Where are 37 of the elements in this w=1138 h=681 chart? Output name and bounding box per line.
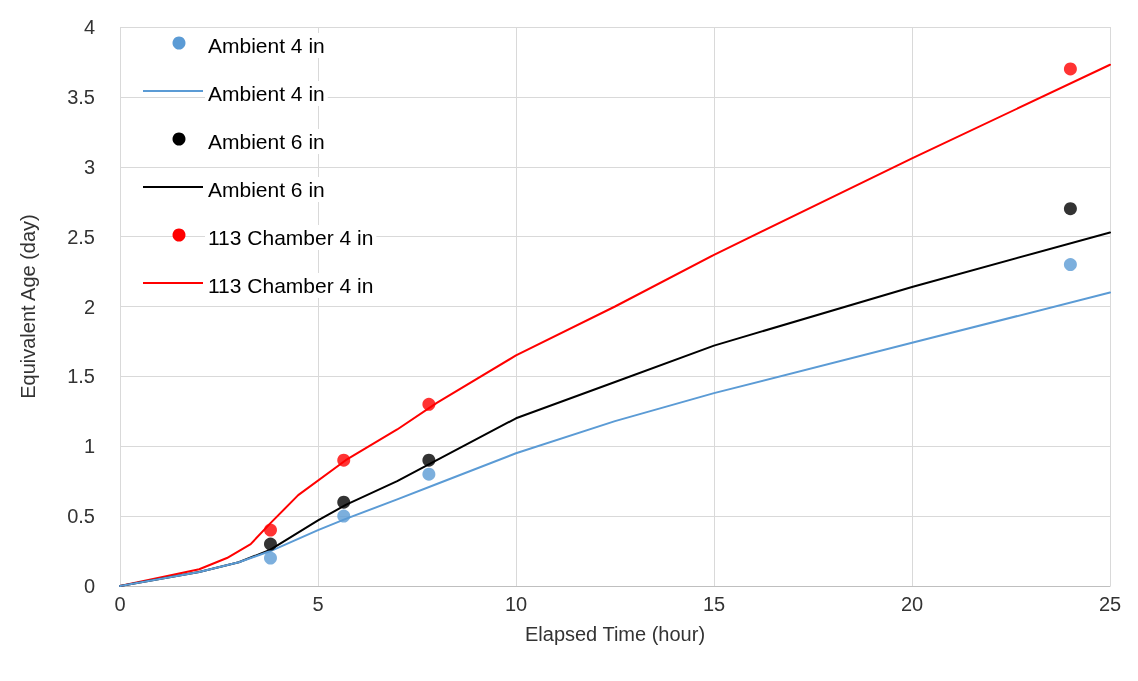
x-tick-label: 20 bbox=[900, 593, 924, 615]
point bbox=[1063, 258, 1077, 272]
legend-label: Ambient 4 in bbox=[208, 82, 325, 105]
x-tick-label: 0 bbox=[114, 593, 126, 615]
line-series bbox=[119, 63, 1111, 587]
y-tick-label: 0 bbox=[83, 575, 95, 597]
point bbox=[337, 509, 351, 523]
legend-label: Ambient 4 in bbox=[208, 34, 325, 57]
y-tick-label: 0.5 bbox=[67, 505, 95, 528]
x-tick-label: 5 bbox=[312, 593, 324, 615]
x-tick-label: 15 bbox=[702, 593, 726, 615]
x-tick-label: 10 bbox=[504, 593, 528, 615]
y-axis-title: Equivalent Age (day) bbox=[17, 214, 39, 399]
x-tick-label: 25 bbox=[1098, 593, 1122, 615]
point bbox=[263, 537, 277, 551]
y-tick-label: 1 bbox=[83, 435, 95, 458]
point bbox=[422, 397, 436, 411]
line-series bbox=[119, 291, 1111, 587]
point bbox=[263, 551, 277, 565]
y-tick-label: 1.5 bbox=[67, 365, 95, 388]
legend-label: Ambient 6 in bbox=[208, 178, 325, 201]
point bbox=[422, 453, 436, 467]
point bbox=[263, 523, 277, 537]
point bbox=[422, 467, 436, 481]
legend-label: Ambient 6 in bbox=[208, 130, 325, 153]
legend-label: 113 Chamber 4 in bbox=[208, 274, 374, 297]
y-tick-label: 2 bbox=[83, 295, 95, 318]
x-axis-title: Elapsed Time (hour) bbox=[524, 623, 706, 645]
y-tick-label: 4 bbox=[83, 16, 95, 38]
point bbox=[1063, 62, 1077, 76]
y-tick-label: 2.5 bbox=[67, 225, 95, 248]
legend-label: 113 Chamber 4 in bbox=[208, 226, 374, 249]
y-tick-label: 3.5 bbox=[67, 85, 95, 108]
point bbox=[337, 453, 351, 467]
y-tick-label: 3 bbox=[83, 155, 95, 178]
point bbox=[1063, 202, 1077, 216]
point bbox=[337, 495, 351, 509]
